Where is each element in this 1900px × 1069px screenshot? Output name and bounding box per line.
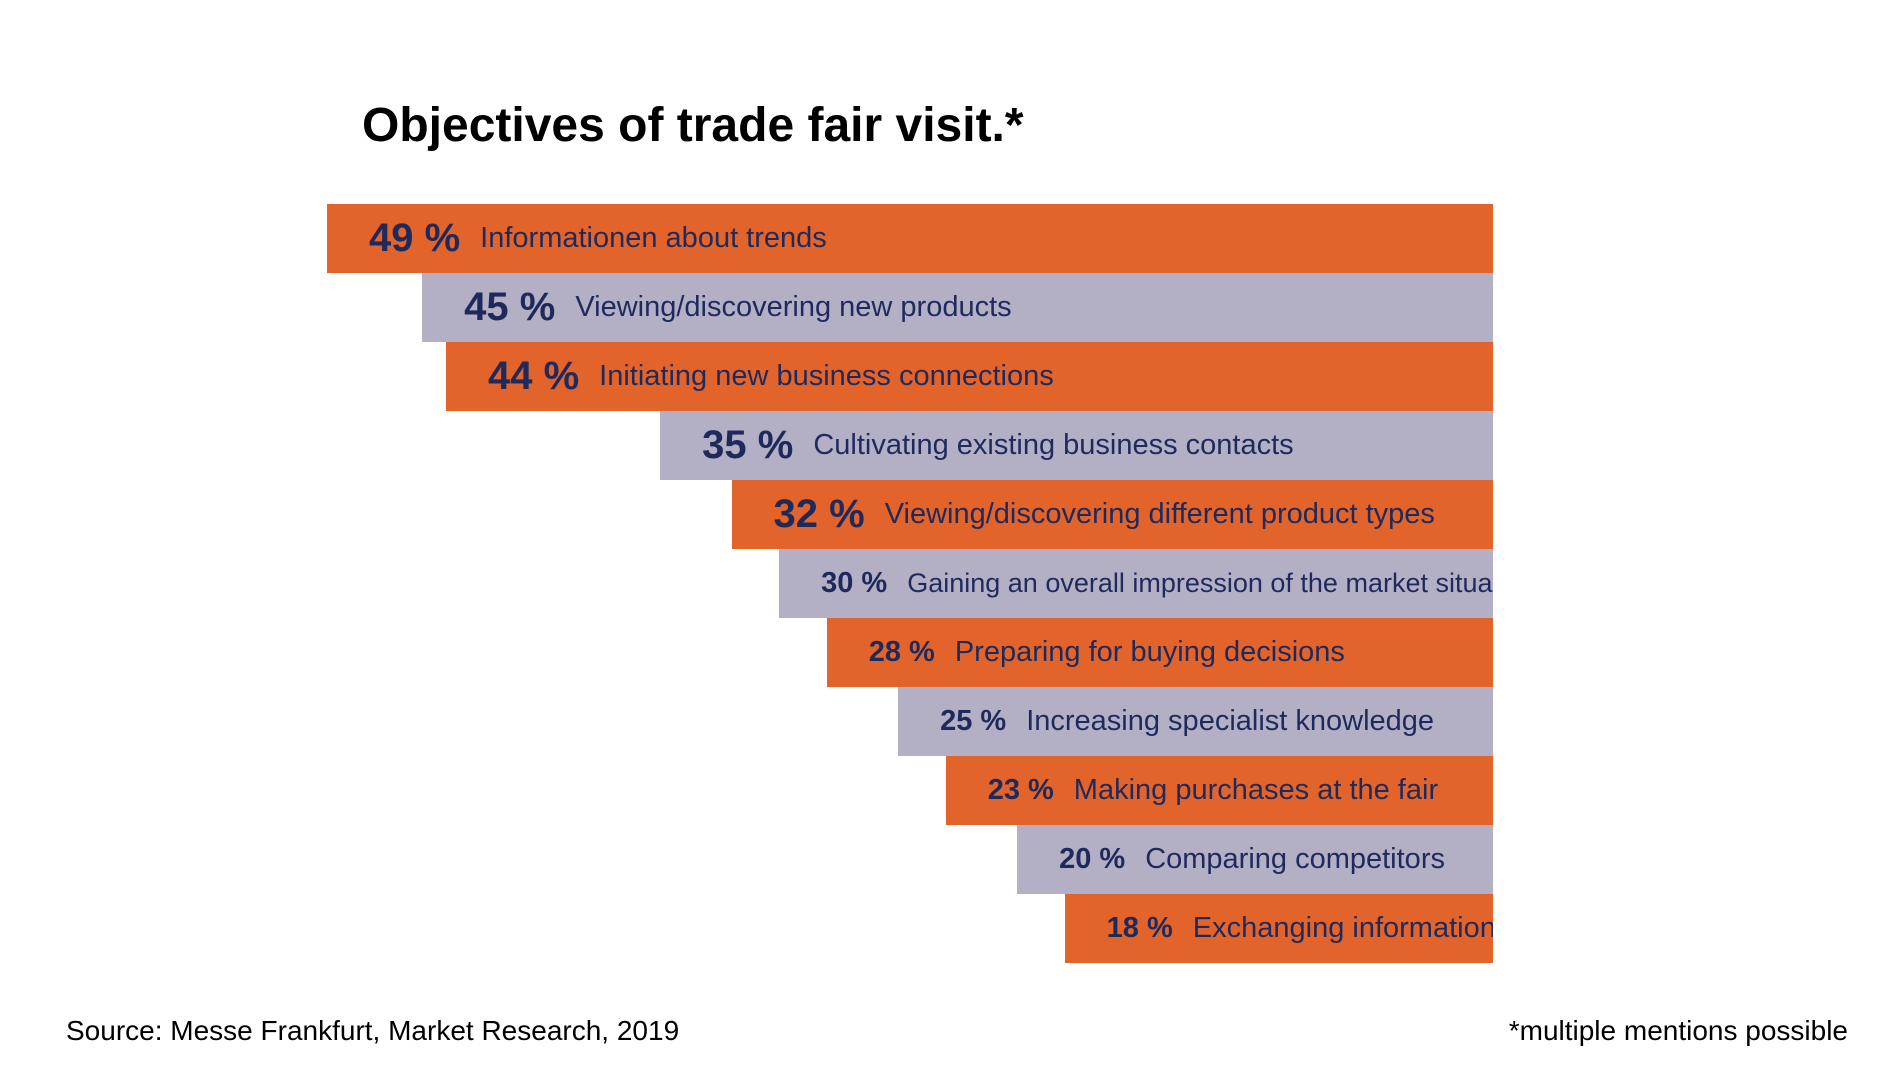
- bar: 35 % Cultivating existing business contac…: [660, 411, 1493, 480]
- bar-value-label: 45 %: [464, 285, 556, 329]
- bar: 23 % Making purchases at the fair: [945, 756, 1493, 825]
- bar-category-label: Viewing/discovering new products: [575, 291, 1012, 323]
- bar-value-label: 49 %: [369, 216, 461, 260]
- bar-value-label: 23 %: [987, 774, 1054, 806]
- bar-value-label: 44 %: [487, 354, 580, 398]
- bar-category-label: Gaining an overall impression of the mar…: [907, 568, 1493, 598]
- bar: 28 % Preparing for buying decisions: [826, 618, 1493, 687]
- bar: 18 % Exchanging information: [1064, 894, 1493, 963]
- bar: 45 % Viewing/discovering new products: [422, 273, 1493, 342]
- bar-category-label: Viewing/discovering different product ty…: [884, 498, 1435, 530]
- bar-value-label: 32 %: [773, 492, 865, 536]
- bar-category-label: Making purchases at the fair: [1073, 774, 1439, 806]
- footnote: *multiple mentions possible: [1508, 1015, 1848, 1046]
- bar-category-label: Exchanging information: [1192, 912, 1493, 944]
- bar-category-label: Initiating new business connections: [599, 360, 1054, 392]
- bar-value-label: 28 %: [868, 636, 935, 668]
- bar-category-label: Comparing competitors: [1145, 843, 1445, 875]
- bar: 25 % Increasing specialist knowledge: [898, 687, 1493, 756]
- chart-title: Objectives of trade fair visit.*: [362, 99, 1024, 152]
- bar: 32 % Viewing/discovering different produc…: [731, 480, 1493, 549]
- bar-category-label: Increasing specialist knowledge: [1026, 705, 1435, 737]
- bar-value-label: 25 %: [940, 705, 1007, 737]
- bar: 30 % Gaining an overall impression of the…: [779, 549, 1493, 618]
- bar-value-label: 18 %: [1106, 912, 1173, 944]
- bar: 49 % Informationen about trends: [327, 204, 1493, 273]
- bar-value-label: 35 %: [702, 423, 794, 467]
- bar: 20 % Comparing competitors: [1017, 825, 1493, 894]
- bar-value-label: 30 %: [821, 567, 888, 599]
- bar-category-label: Informationen about trends: [480, 222, 827, 254]
- bar-category-label: Preparing for buying decisions: [954, 636, 1345, 668]
- bar-value-label: 20 %: [1059, 843, 1126, 875]
- bar-category-label: Cultivating existing business contacts: [813, 429, 1294, 461]
- source-note: Source: Messe Frankfurt, Market Research…: [66, 1015, 680, 1046]
- bar: 44 % Initiating new business connections: [445, 342, 1493, 411]
